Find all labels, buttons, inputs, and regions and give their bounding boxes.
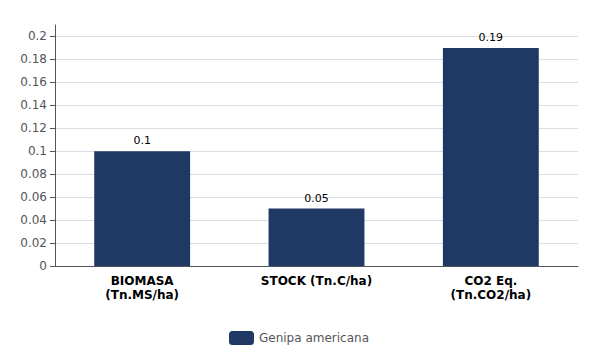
svg-text:0.16: 0.16 — [20, 75, 47, 89]
svg-text:0.2: 0.2 — [28, 29, 47, 43]
svg-text:(Tn.CO2/ha): (Tn.CO2/ha) — [451, 288, 532, 302]
svg-text:0.18: 0.18 — [20, 52, 47, 66]
svg-text:0.05: 0.05 — [304, 192, 329, 205]
svg-text:0.19: 0.19 — [479, 31, 504, 44]
svg-text:Genipa americana: Genipa americana — [259, 331, 369, 345]
svg-text:BIOMASA: BIOMASA — [111, 274, 175, 288]
svg-text:CO2 Eq.: CO2 Eq. — [464, 274, 517, 288]
svg-text:0.04: 0.04 — [20, 213, 47, 227]
svg-text:0.08: 0.08 — [20, 167, 47, 181]
svg-text:0.1: 0.1 — [28, 144, 47, 158]
svg-text:0.14: 0.14 — [20, 98, 47, 112]
svg-text:(Tn.MS/ha): (Tn.MS/ha) — [105, 288, 179, 302]
svg-text:0.1: 0.1 — [133, 134, 151, 147]
svg-text:0: 0 — [39, 259, 47, 273]
svg-text:0.06: 0.06 — [20, 190, 47, 204]
svg-text:0.12: 0.12 — [20, 121, 47, 135]
svg-text:STOCK (Tn.C/ha): STOCK (Tn.C/ha) — [261, 274, 372, 288]
svg-text:0.02: 0.02 — [20, 236, 47, 250]
